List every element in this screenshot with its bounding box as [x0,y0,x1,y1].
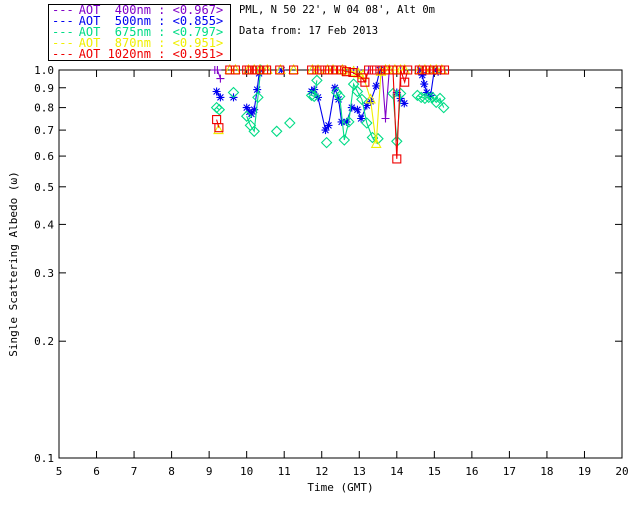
series-line [417,94,445,108]
legend-item-aot-870nm: --- AOT 870nm : <0.951> [52,36,230,51]
site-location-text: PML, N 50 22', W 04 08', Alt 0m [239,4,435,16]
y-tick-label: 1.0 [34,64,54,77]
y-tick-label: 0.6 [34,150,54,163]
legend-item-label: AOT 675nm : <0.797> [78,24,224,39]
x-tick-label: 14 [390,465,404,478]
legend-line-sample: --- [52,36,74,51]
data-date-text: Data from: 17 Feb 2013 [239,25,379,37]
legend-box: --- AOT 400nm : <0.967> --- AOT 500nm : <0.… [48,2,231,62]
series-line [216,107,220,111]
series-markers [212,65,450,164]
x-axis: 5 6 7 8 9 10 11 12 13 14 15 16 17 18 19 20 Time (GMT) [56,70,629,494]
y-tick-label: 0.3 [34,267,54,280]
legend-line-sample: --- [52,13,74,28]
x-tick-label: 19 [578,465,591,478]
series-aot-675nm [210,64,450,149]
x-tick-label: 11 [278,465,291,478]
legend-line-sample: --- [52,47,74,62]
x-tick-label: 15 [428,465,441,478]
x-tick-label: 18 [540,465,553,478]
legend-item-aot-500nm: --- AOT 500nm : <0.855> [52,13,230,28]
legend-line-sample: --- [52,24,74,39]
plot-frame [58,69,623,459]
y-axis-title: Single Scattering Albedo (ω) [7,171,20,356]
x-tick-label: 20 [615,465,628,478]
x-tick-label: 5 [56,465,63,478]
x-tick-label: 16 [465,465,478,478]
legend-item-label: AOT 1020nm : <0.951> [78,47,224,62]
y-axis: 1.0 0.9 0.8 0.7 0.6 0.5 0.4 0.3 0.2 0.1 Single Sca… [7,64,622,465]
x-tick-label: 10 [240,465,253,478]
x-tick-label: 8 [168,465,175,478]
x-tick-label: 9 [206,465,213,478]
series-line [311,80,318,98]
y-tick-label: 0.7 [34,124,54,137]
legend-item-aot-400nm: --- AOT 400nm : <0.967> [52,2,230,17]
legend-item-label: AOT 500nm : <0.855> [78,13,224,28]
x-tick-label: 7 [131,465,138,478]
y-tick-label: 0.4 [34,218,54,231]
plot-header: PML, N 50 22', W 04 08', Alt 0m Data fro… [239,5,435,37]
series-aot-1020nm [212,65,450,164]
series-markers [210,64,450,149]
x-tick-label: 6 [93,465,100,478]
y-tick-label: 0.9 [34,82,54,95]
y-tick-label: 0.8 [34,102,54,115]
x-axis-title: Time (GMT) [307,481,373,494]
y-tick-label: 0.5 [34,181,54,194]
legend-item-aot-1020nm: --- AOT 1020nm : <0.951> [52,47,230,62]
legend-line-sample: --- [52,2,74,17]
x-tick-label: 13 [353,465,366,478]
legend-item-aot-675nm: --- AOT 675nm : <0.797> [52,24,230,39]
y-tick-label: 0.1 [34,452,54,465]
x-tick-label: 17 [503,465,516,478]
x-tick-label: 12 [315,465,328,478]
legend-item-label: AOT 400nm : <0.967> [78,2,224,17]
y-tick-label: 0.2 [34,335,54,348]
legend-item-label: AOT 870nm : <0.951> [78,36,224,51]
